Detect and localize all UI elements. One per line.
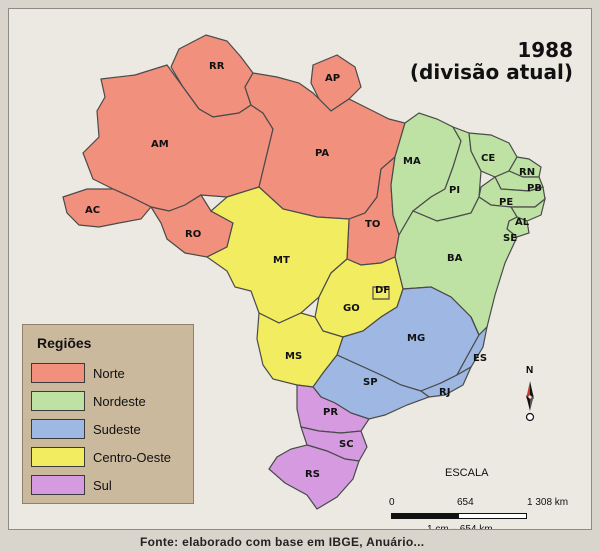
map-caption: Fonte: elaborado com base em IBGE, Anuár… bbox=[140, 535, 424, 549]
map-title-year: 1988 bbox=[410, 39, 573, 61]
legend-item-nordeste: Nordeste bbox=[31, 387, 185, 415]
label-to: TO bbox=[365, 219, 380, 230]
label-ba: BA bbox=[447, 253, 463, 264]
label-pb: PB bbox=[527, 183, 542, 194]
label-pe: PE bbox=[499, 197, 513, 208]
legend-item-centro-oeste: Centro-Oeste bbox=[31, 443, 185, 471]
scale-bar-fill bbox=[391, 513, 459, 519]
legend-label: Norte bbox=[93, 366, 125, 381]
legend-item-sul: Sul bbox=[31, 471, 185, 499]
legend-label: Nordeste bbox=[93, 394, 146, 409]
scale-tick-2: 1 308 km bbox=[527, 497, 568, 508]
compass-icon bbox=[517, 365, 543, 427]
scale-tick-0: 0 bbox=[389, 497, 395, 508]
label-sp: SP bbox=[363, 377, 378, 388]
legend-title: Regiões bbox=[37, 335, 185, 351]
label-rr: RR bbox=[209, 61, 225, 72]
legend-label: Centro-Oeste bbox=[93, 450, 171, 465]
label-am: AM bbox=[151, 139, 169, 150]
label-mg: MG bbox=[407, 333, 425, 344]
legend-label: Sudeste bbox=[93, 422, 141, 437]
legend-label: Sul bbox=[93, 478, 112, 493]
label-pa: PA bbox=[315, 148, 329, 159]
label-rj: RJ bbox=[439, 387, 450, 398]
label-ms: MS bbox=[285, 351, 302, 362]
legend-swatch bbox=[31, 475, 85, 495]
map-title: 1988 (divisão atual) bbox=[410, 39, 573, 83]
scale-title: ESCALA bbox=[445, 467, 488, 479]
legend-swatch bbox=[31, 363, 85, 383]
label-ap: AP bbox=[325, 73, 340, 84]
legend-swatch bbox=[31, 391, 85, 411]
label-rn: RN bbox=[519, 167, 535, 178]
label-ce: CE bbox=[481, 153, 495, 164]
label-ac: AC bbox=[85, 205, 100, 216]
label-df: DF bbox=[375, 285, 390, 296]
legend-swatch bbox=[31, 447, 85, 467]
legend-item-sudeste: Sudeste bbox=[31, 415, 185, 443]
label-al: AL bbox=[515, 217, 530, 228]
label-mt: MT bbox=[273, 255, 290, 266]
label-es: ES bbox=[473, 353, 487, 364]
label-se: SE bbox=[503, 233, 517, 244]
label-rs: RS bbox=[305, 469, 320, 480]
legend-item-norte: Norte bbox=[31, 359, 185, 387]
label-ro: RO bbox=[185, 229, 201, 240]
compass-rose: N bbox=[517, 365, 543, 427]
scale-ratio: 1 cm – 654 km bbox=[427, 524, 493, 530]
label-pr: PR bbox=[323, 407, 338, 418]
legend-swatch bbox=[31, 419, 85, 439]
legend: Regiões Norte Nordeste Sudeste Centro-Oe… bbox=[22, 324, 194, 504]
label-ma: MA bbox=[403, 156, 421, 167]
scale-bar: ESCALA 0 654 1 308 km 1 cm – 654 km bbox=[387, 467, 577, 530]
label-sc: SC bbox=[339, 439, 354, 450]
scale-tick-1: 654 bbox=[457, 497, 474, 508]
map-title-sub: (divisão atual) bbox=[410, 61, 573, 83]
label-pi: PI bbox=[449, 185, 460, 196]
label-go: GO bbox=[343, 303, 360, 314]
